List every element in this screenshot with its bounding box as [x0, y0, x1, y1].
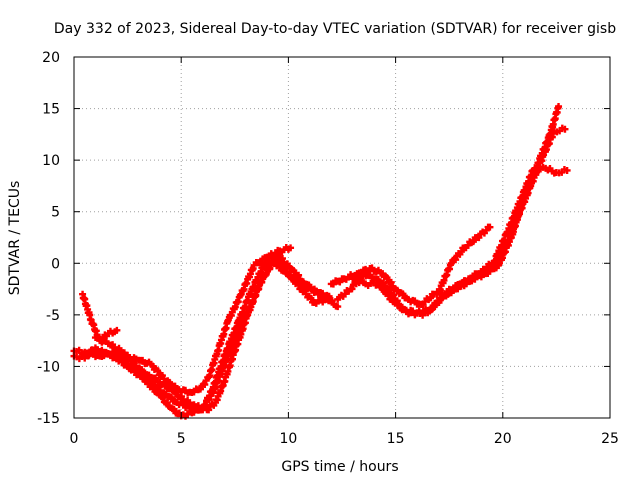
- series-4: [70, 251, 333, 414]
- track-marker: [86, 350, 94, 358]
- series-5: [79, 290, 121, 345]
- y-axis-label: SDTVAR / TECUs: [7, 181, 23, 296]
- track-marker: [294, 281, 302, 289]
- track-marker: [172, 389, 180, 397]
- axis-ticks: 0 5 10 15 20 25 -15 -10 -5 0 5 10 15 20: [37, 50, 619, 447]
- x-tick-label: 5: [177, 431, 186, 447]
- track-marker: [457, 282, 465, 290]
- series-9: [434, 223, 494, 296]
- y-tick-label: 5: [51, 205, 60, 221]
- track-marker: [475, 234, 483, 242]
- x-tick-label: 20: [494, 431, 512, 447]
- track-marker: [118, 357, 126, 365]
- grid-lines: [74, 57, 610, 418]
- track-marker: [399, 290, 407, 298]
- data-point: [561, 125, 569, 133]
- track-marker: [379, 284, 387, 292]
- series-3: [79, 254, 331, 420]
- data-point: [325, 292, 333, 300]
- track-marker: [120, 349, 128, 357]
- track-marker: [149, 378, 157, 386]
- track-marker: [457, 248, 465, 256]
- track-marker: [348, 285, 356, 293]
- track-marker: [151, 374, 159, 382]
- track-marker: [427, 294, 435, 302]
- y-tick-label: 10: [42, 153, 60, 169]
- y-tick-label: -10: [37, 359, 60, 375]
- x-axis-label: GPS time / hours: [281, 459, 398, 475]
- x-tick-label: 25: [601, 431, 619, 447]
- track-marker: [205, 406, 213, 414]
- data-point: [555, 103, 563, 111]
- track-marker: [447, 289, 455, 297]
- track-marker: [387, 278, 395, 286]
- track-marker: [109, 341, 117, 349]
- data-point: [563, 166, 571, 174]
- track-marker: [305, 281, 313, 289]
- data-series: [70, 103, 571, 420]
- y-tick-label: 20: [42, 50, 60, 66]
- track-marker: [469, 238, 477, 246]
- track-marker: [383, 274, 391, 282]
- plot-frame: [73, 56, 611, 419]
- track-marker: [154, 367, 162, 375]
- track-marker: [170, 405, 178, 413]
- track-marker: [328, 297, 336, 305]
- x-tick-label: 15: [387, 431, 405, 447]
- track-marker: [428, 306, 436, 314]
- track-marker: [452, 256, 460, 264]
- series-8: [349, 163, 571, 318]
- y-tick-label: -15: [37, 411, 60, 427]
- data-point: [287, 244, 295, 252]
- chart-title: Day 332 of 2023, Sidereal Day-to-day VTE…: [54, 21, 616, 37]
- track-marker: [143, 374, 151, 382]
- y-tick-label: -5: [46, 308, 60, 324]
- track-marker: [155, 383, 163, 391]
- track-marker: [469, 273, 477, 281]
- track-marker: [201, 381, 209, 389]
- track-marker: [167, 393, 175, 401]
- data-point: [113, 326, 121, 334]
- track-marker: [265, 258, 273, 266]
- y-tick-label: 15: [42, 102, 60, 118]
- track-marker: [166, 378, 174, 386]
- y-tick-label: 0: [51, 256, 60, 272]
- track-marker: [290, 267, 298, 275]
- track-marker: [161, 381, 169, 389]
- track-marker: [307, 294, 315, 302]
- track-marker: [279, 254, 287, 262]
- data-point: [334, 303, 342, 311]
- data-point: [486, 223, 494, 231]
- track-marker: [295, 271, 303, 279]
- track-marker: [136, 371, 144, 379]
- x-tick-label: 10: [279, 431, 297, 447]
- x-tick-label: 0: [70, 431, 79, 447]
